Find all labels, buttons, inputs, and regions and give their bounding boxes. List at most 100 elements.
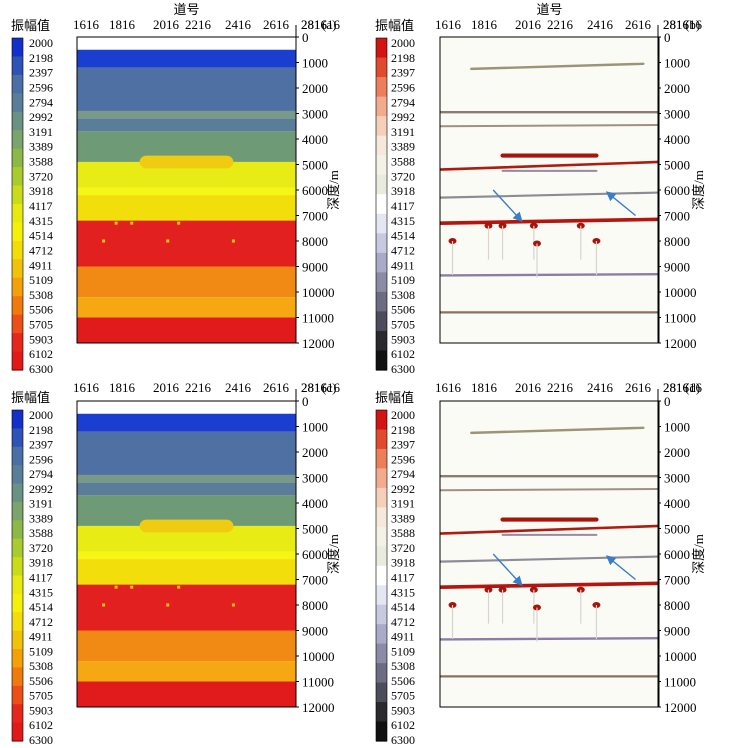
model-layer: [77, 681, 296, 707]
y-tick-label: 2000: [302, 81, 328, 96]
colorbar-swatch: [12, 259, 23, 279]
y-tick-label: 2000: [664, 81, 690, 96]
model-layer: [77, 317, 296, 343]
y-tick-label: 1000: [664, 56, 690, 71]
plot-background: [440, 401, 659, 707]
colorbar-tick-label: 3918: [29, 184, 53, 198]
colorbar-tick-label: 4315: [391, 214, 415, 228]
colorbar: 振幅值2000219823972596279429923191338935883…: [11, 390, 53, 747]
x-tick-label: 2216: [547, 17, 574, 32]
colorbar-tick-label: 5705: [29, 318, 53, 332]
lens-body: [139, 155, 234, 169]
colorbar-tick-label: 3389: [29, 140, 53, 154]
y-tick-label: 9000: [664, 624, 690, 639]
colorbar-swatch: [376, 116, 387, 137]
colorbar-swatch: [376, 604, 387, 625]
y-tick-label: 2000: [664, 445, 690, 460]
colorbar-swatch: [376, 155, 387, 176]
x-tick-label: 2016: [153, 17, 180, 32]
model-layer: [77, 401, 296, 414]
annotation-arrow: [492, 553, 523, 587]
colorbar-swatch: [12, 649, 23, 669]
y-tick-label: 8000: [664, 234, 690, 249]
model-anomaly: [166, 603, 170, 607]
colorbar-swatch: [12, 557, 23, 577]
model-layer: [77, 474, 296, 483]
colorbar-tick-label: 4117: [29, 571, 53, 585]
colorbar-swatch: [376, 350, 387, 371]
model-anomaly: [130, 221, 134, 225]
colorbar-tick-label: 4712: [391, 615, 415, 629]
x-tick-label: 1616: [73, 17, 100, 32]
colorbar-swatch: [12, 148, 23, 168]
y-tick-label: 1000: [302, 56, 328, 71]
colorbar-tick-label: 4315: [391, 585, 415, 599]
model-layer: [77, 118, 296, 132]
colorbar-tick-label: 4712: [391, 243, 415, 257]
colorbar-swatch: [376, 663, 387, 684]
reflector: [440, 191, 659, 199]
model-layer: [77, 220, 296, 267]
colorbar-tick-label: 4514: [391, 229, 415, 243]
colorbar-swatch: [12, 296, 23, 316]
x-tick-label: 2416: [587, 380, 614, 395]
y-tick-label: 12000: [302, 700, 335, 715]
y-tick-label: 7000: [302, 209, 328, 224]
colorbar-tick-label: 2992: [29, 110, 53, 124]
colorbar-tick-label: 2992: [29, 482, 53, 496]
colorbar-swatch: [376, 643, 387, 664]
colorbar-tick-label: 2794: [391, 467, 415, 481]
colorbar-tick-label: 5506: [29, 674, 53, 688]
colorbar-tick-label: 2794: [29, 95, 53, 109]
y-tick-label: 0: [664, 30, 671, 45]
panel-label: (c): [322, 380, 336, 395]
colorbar-swatch: [12, 575, 23, 595]
colorbar-tick-label: 2596: [29, 80, 53, 94]
model-anomaly: [231, 239, 235, 243]
y-tick-label: 6000: [302, 183, 328, 198]
colorbar-title: 振幅值: [11, 18, 50, 33]
colorbar-tick-label: 5705: [391, 318, 415, 332]
colorbar-swatch: [376, 330, 387, 352]
model-layer: [77, 49, 296, 68]
model-anomaly: [102, 603, 106, 607]
y-tick-label: 3000: [664, 107, 690, 122]
y-tick-label: 11000: [302, 311, 334, 326]
colorbar-swatch: [12, 333, 23, 353]
colorbar-tick-label: 3588: [391, 155, 415, 169]
lens-body: [139, 519, 234, 533]
x-tick-label: 281616: [301, 17, 341, 32]
colorbar-swatch: [376, 135, 387, 156]
panel-label: (a): [322, 17, 336, 32]
model-layer: [77, 584, 296, 631]
x-tick-label: 1616: [73, 380, 100, 395]
colorbar-swatch: [12, 185, 23, 205]
y-tick-label: 0: [664, 394, 671, 409]
top-axis-title: 道号: [536, 2, 562, 17]
colorbar-tick-label: 3918: [29, 556, 53, 570]
y-tick-label: 5000: [664, 522, 690, 537]
colorbar-swatch: [376, 526, 387, 547]
colorbar-swatch: [12, 204, 23, 224]
colorbar-swatch: [376, 507, 387, 528]
colorbar-tick-label: 3191: [29, 125, 53, 139]
colorbar: 振幅值2000219823972596279429923191338935883…: [375, 18, 415, 376]
colorbar-tick-label: 6300: [391, 733, 415, 747]
colorbar-tick-label: 6300: [29, 362, 53, 376]
y-tick-label: 11000: [302, 675, 334, 690]
model-layer: [77, 67, 296, 111]
colorbar-title: 振幅值: [11, 390, 50, 405]
colorbar-tick-label: 5506: [29, 303, 53, 317]
colorbar-swatch: [12, 222, 23, 242]
colorbar: 振幅值2000219823972596279429923191338935883…: [11, 18, 53, 376]
y-tick-label: 10000: [664, 649, 697, 664]
colorbar-tick-label: 2596: [29, 452, 53, 466]
colorbar-tick-label: 3588: [29, 155, 53, 169]
model-layer: [77, 482, 296, 496]
colorbar-tick-label: 5705: [391, 689, 415, 703]
x-tick-label: 2816: [301, 17, 328, 32]
colorbar-swatch: [12, 612, 23, 632]
reflector: [440, 217, 659, 225]
